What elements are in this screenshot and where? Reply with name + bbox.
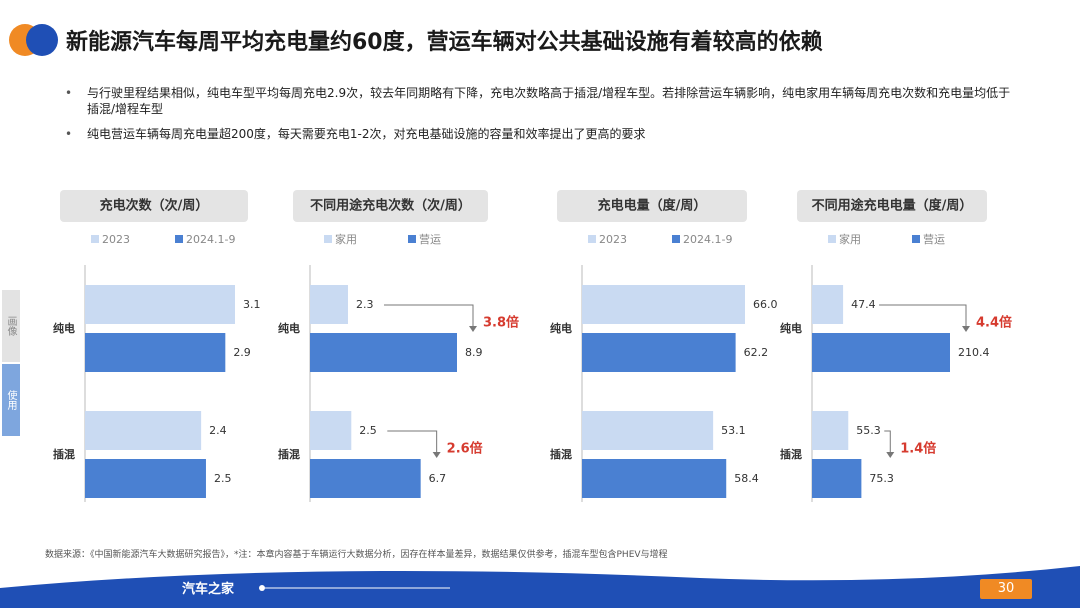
side-tab-label: 使用: [5, 389, 17, 411]
value-label: 2.5: [359, 424, 377, 437]
legend-label: 2024.1-9: [683, 233, 732, 246]
bullet: 与行驶里程结果相似，纯电车型平均每周充电2.9次，较去年同期略有下降，充电次数略…: [65, 85, 1012, 117]
bar: [85, 285, 235, 324]
legend-label: 营运: [923, 232, 945, 246]
value-label: 6.7: [429, 472, 447, 485]
chart-title: 充电电量（度/周）: [598, 198, 707, 214]
legend-swatch: [408, 235, 416, 243]
legend-swatch: [672, 235, 680, 243]
bar: [310, 459, 421, 498]
arrow-head: [886, 452, 895, 458]
side-tab: [2, 364, 20, 436]
legend-label: 家用: [335, 232, 357, 246]
bar: [85, 459, 206, 498]
side-tab-label: 画像: [5, 316, 17, 336]
bar: [310, 333, 457, 372]
legend-swatch: [912, 235, 920, 243]
legend-label: 2023: [102, 233, 130, 246]
source-note: 数据来源：《中国新能源汽车大数据研究报告》，*注：本章内容基于车辆运行大数据分析…: [45, 550, 668, 560]
value-label: 47.4: [851, 298, 876, 311]
page-number: 30: [980, 579, 1032, 599]
category-label: 纯电: [550, 321, 572, 335]
bar: [582, 459, 727, 498]
comparison-arrow: [884, 430, 891, 457]
category-label: 插混: [550, 447, 572, 461]
chart-title: 充电次数（次/周）: [100, 198, 209, 214]
chart-title-box: [293, 190, 488, 222]
side-tab: [2, 290, 20, 362]
value-label: 75.3: [869, 472, 894, 485]
chart-title: 不同用途充电次数（次/周）: [310, 198, 471, 214]
bullet: 纯电营运车辆每周充电量超200度，每天需要充电1-2次，对充电基础设施的容量和效…: [65, 126, 1012, 142]
value-label: 3.1: [243, 298, 261, 311]
comparison-arrow: [387, 430, 438, 457]
category-label: 纯电: [53, 321, 75, 335]
legend-label: 2023: [599, 233, 627, 246]
value-label: 62.2: [744, 346, 769, 359]
legend-label: 家用: [839, 232, 861, 246]
bar: [812, 459, 862, 498]
legend-label: 2024.1-9: [186, 233, 235, 246]
chart-title-box: [557, 190, 747, 222]
multiple-annotation: 1.4倍: [900, 441, 936, 457]
legend-swatch: [324, 235, 332, 243]
multiple-annotation: 3.8倍: [483, 315, 519, 331]
value-label: 58.4: [734, 472, 759, 485]
bar: [582, 411, 714, 450]
footer-dot: [259, 585, 265, 591]
legend-label: 营运: [419, 232, 441, 246]
legend-swatch: [588, 235, 596, 243]
arrow-head: [469, 326, 477, 332]
value-label: 2.9: [233, 346, 251, 359]
arrow-head: [432, 452, 441, 458]
value-label: 8.9: [465, 346, 483, 359]
value-label: 53.1: [721, 424, 746, 437]
value-label: 55.3: [856, 424, 881, 437]
value-label: 2.4: [209, 424, 227, 437]
chart-title: 不同用途充电电量（度/周）: [812, 198, 973, 214]
legend-swatch: [175, 235, 183, 243]
value-label: 2.5: [214, 472, 232, 485]
category-label: 纯电: [278, 321, 300, 335]
legend-swatch: [828, 235, 836, 243]
value-label: 66.0: [753, 298, 778, 311]
legend-swatch: [91, 235, 99, 243]
category-label: 纯电: [780, 321, 802, 335]
bar: [85, 333, 226, 372]
category-label: 插混: [780, 447, 802, 461]
bar: [85, 411, 202, 450]
value-label: 210.4: [958, 346, 990, 359]
comparison-arrow: [383, 304, 474, 331]
arrow-head: [962, 326, 970, 332]
chart-title-box: [797, 190, 987, 222]
multiple-annotation: 2.6倍: [447, 441, 483, 457]
multiple-annotation: 4.4倍: [976, 315, 1012, 331]
value-label: 2.3: [356, 298, 374, 311]
chart-title-box: [60, 190, 248, 222]
category-label: 插混: [53, 447, 75, 461]
bar: [812, 411, 849, 450]
category-label: 插混: [278, 447, 300, 461]
bar: [310, 411, 352, 450]
bar: [582, 285, 745, 324]
slide-title: 新能源汽车每周平均充电量约60度，营运车辆对公共基础设施有着较高的依赖: [66, 30, 823, 55]
bar: [310, 285, 348, 324]
logo-dot: [26, 24, 58, 56]
bar: [812, 285, 844, 324]
footer-band: [0, 566, 1080, 608]
comparison-arrow: [879, 304, 967, 331]
bar: [812, 333, 950, 372]
footer-brand: 汽车之家: [182, 582, 235, 597]
bar: [582, 333, 736, 372]
